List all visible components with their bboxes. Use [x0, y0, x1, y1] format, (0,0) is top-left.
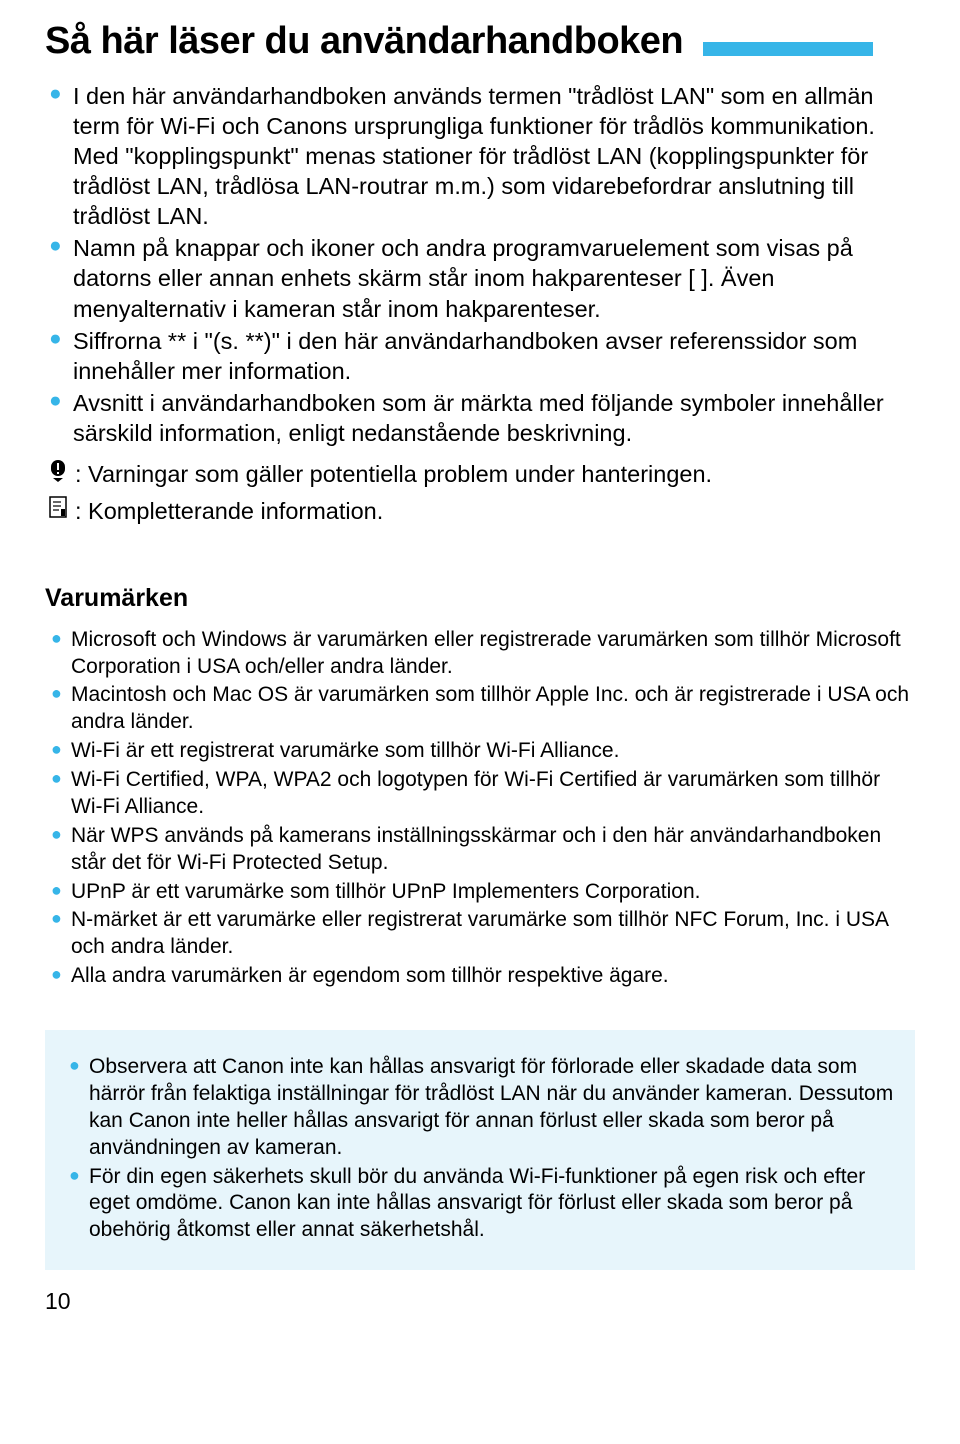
trademarks-list: Microsoft och Windows är varumärken elle… — [45, 627, 915, 990]
list-item: Siffrorna ** i "(s. **)" i den här använ… — [45, 326, 915, 386]
list-item: Observera att Canon inte kan hållas ansv… — [63, 1054, 897, 1162]
intro-list: I den här användarhandboken används term… — [45, 81, 915, 448]
trademarks-heading: Varumärken — [45, 584, 915, 613]
list-item: Namn på knappar och ikoner och andra pro… — [45, 233, 915, 323]
list-item: När WPS används på kamerans inställnings… — [45, 823, 915, 877]
list-item: Macintosh och Mac OS är varumärken som t… — [45, 682, 915, 736]
info-legend: : Kompletterande information. — [45, 495, 915, 528]
list-item: Wi-Fi Certified, WPA, WPA2 och logotypen… — [45, 767, 915, 821]
title-row: Så här läser du användarhandboken — [45, 20, 915, 63]
warning-icon — [45, 458, 71, 482]
disclaimer-box: Observera att Canon inte kan hållas ansv… — [45, 1030, 915, 1270]
manual-page: Så här läser du användarhandboken I den … — [0, 0, 960, 1335]
list-item: Wi-Fi är ett registrerat varumärke som t… — [45, 738, 915, 765]
list-item: Avsnitt i användarhandboken som är märkt… — [45, 388, 915, 448]
page-title: Så här läser du användarhandboken — [45, 20, 683, 63]
list-item: För din egen säkerhets skull bör du anvä… — [63, 1164, 897, 1245]
info-legend-text: : Kompletterande information. — [75, 495, 383, 528]
warning-legend: : Varningar som gäller potentiella probl… — [45, 458, 915, 491]
list-item: N-märket är ett varumärke eller registre… — [45, 907, 915, 961]
title-accent-bar — [703, 42, 873, 56]
list-item: I den här användarhandboken används term… — [45, 81, 915, 231]
note-icon — [45, 495, 71, 519]
page-number: 10 — [45, 1288, 915, 1315]
list-item: Alla andra varumärken är egendom som til… — [45, 963, 915, 990]
list-item: UPnP är ett varumärke som tillhör UPnP I… — [45, 879, 915, 906]
warning-legend-text: : Varningar som gäller potentiella probl… — [75, 458, 712, 491]
disclaimer-list: Observera att Canon inte kan hållas ansv… — [63, 1054, 897, 1244]
list-item: Microsoft och Windows är varumärken elle… — [45, 627, 915, 681]
